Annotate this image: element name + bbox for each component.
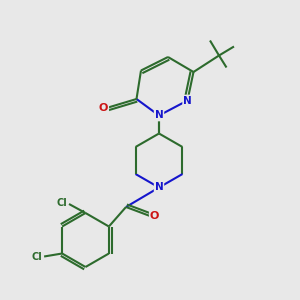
Text: Cl: Cl (56, 197, 67, 208)
Text: O: O (99, 103, 108, 113)
Text: N: N (154, 182, 164, 193)
Text: Cl: Cl (31, 251, 42, 262)
Text: O: O (150, 211, 159, 221)
Text: N: N (154, 110, 164, 121)
Text: N: N (183, 95, 192, 106)
